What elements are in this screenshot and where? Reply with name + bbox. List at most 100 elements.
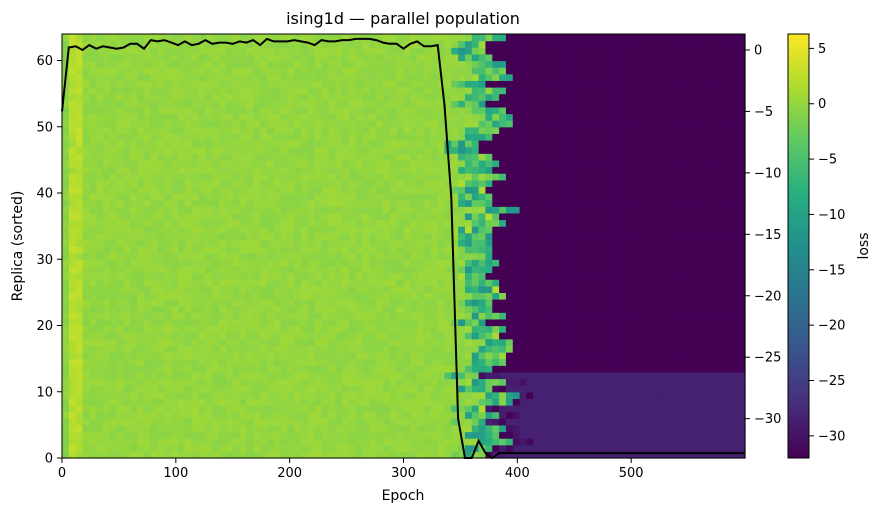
heatmap-cell [396, 325, 405, 333]
heatmap-cell [164, 358, 172, 366]
heatmap-cell [642, 318, 650, 327]
heatmap-cell [451, 166, 459, 174]
heatmap-cell [205, 166, 213, 174]
heatmap-cell [362, 265, 370, 274]
heatmap-cell [89, 173, 97, 181]
heatmap-cell [499, 451, 507, 459]
heatmap-cell [321, 318, 329, 327]
heatmap-cell [178, 358, 186, 366]
heatmap-cell [519, 212, 528, 221]
heatmap-cell [294, 345, 302, 353]
heatmap-cell [389, 358, 398, 366]
heatmap-cell [184, 444, 193, 452]
heatmap-cell [178, 133, 186, 141]
heatmap-cell [260, 305, 268, 313]
heatmap-cell [403, 378, 411, 386]
heatmap-cell [157, 232, 166, 240]
heatmap-cell [560, 285, 569, 293]
heatmap-cell [464, 259, 473, 267]
heatmap-cell [191, 411, 200, 419]
heatmap-cell [328, 259, 336, 267]
heatmap-cell [676, 126, 685, 134]
heatmap-cell [526, 252, 534, 260]
heatmap-cell [157, 352, 166, 360]
heatmap-cell [710, 186, 719, 194]
heatmap-cell [150, 265, 159, 274]
heatmap-cell [328, 232, 336, 240]
heatmap-cell [280, 186, 288, 194]
heatmap-cell [464, 173, 473, 181]
heatmap-cell [109, 299, 118, 307]
heatmap-cell [526, 411, 534, 419]
heatmap-cell [540, 133, 548, 141]
heatmap-cell [615, 199, 623, 207]
heatmap-cell [321, 166, 329, 174]
heatmap-cell [444, 431, 452, 439]
heatmap-cell [157, 246, 166, 254]
heatmap-cell [553, 146, 562, 154]
heatmap-cell [724, 391, 732, 399]
heatmap-cell [540, 345, 548, 353]
heatmap-cell [212, 186, 220, 194]
heatmap-cell [342, 206, 350, 214]
heatmap-cell [225, 159, 234, 168]
heatmap-cell [376, 365, 384, 373]
heatmap-cell [683, 431, 691, 439]
heatmap-cell [102, 292, 111, 300]
heatmap-cell [212, 438, 220, 446]
heatmap-cell [540, 272, 548, 280]
heatmap-cell [458, 146, 466, 154]
heatmap-cell [266, 431, 275, 439]
heatmap-cell [601, 345, 609, 353]
heatmap-cell [109, 159, 118, 168]
heatmap-cell [444, 312, 452, 320]
heatmap-cell [89, 199, 97, 207]
heatmap-cell [628, 371, 637, 380]
heatmap-cell [137, 179, 145, 187]
heatmap-cell [335, 345, 343, 353]
heatmap-cell [253, 391, 261, 399]
heatmap-cell [68, 133, 77, 141]
heatmap-cell [403, 444, 411, 452]
heatmap-cell [731, 179, 739, 187]
heatmap-cell [574, 219, 582, 227]
heatmap-cell [383, 352, 391, 360]
heatmap-cell [157, 259, 166, 267]
heatmap-cell [123, 226, 131, 234]
heatmap-cell [519, 371, 528, 380]
heatmap-cell [239, 318, 248, 327]
heatmap-cell [724, 418, 732, 426]
heatmap-cell [656, 219, 664, 227]
heatmap-cell [191, 299, 200, 307]
heatmap-cell [205, 305, 213, 313]
heatmap-cell [622, 239, 630, 247]
heatmap-cell [253, 411, 261, 419]
heatmap-cell [635, 444, 644, 452]
heatmap-cell [731, 265, 739, 274]
heatmap-cell [656, 140, 664, 148]
heatmap-cell [478, 405, 487, 413]
heatmap-cell [301, 418, 309, 426]
heatmap-cell [239, 305, 248, 313]
heatmap-cell [273, 246, 282, 254]
heatmap-cell [225, 318, 234, 327]
heatmap-cell [642, 206, 650, 214]
heatmap-cell [75, 226, 84, 234]
heatmap-cell [540, 444, 548, 452]
heatmap-cell [526, 133, 534, 141]
heatmap-cell [116, 140, 125, 148]
heatmap-cell [492, 173, 500, 181]
heatmap-cell [464, 405, 473, 413]
heatmap-cell [164, 212, 172, 221]
heatmap-cell [560, 305, 569, 313]
heatmap-cell [642, 173, 650, 181]
heatmap-cell [642, 179, 650, 187]
heatmap-cell [717, 338, 726, 346]
heatmap-cell [628, 140, 637, 148]
heatmap-cell [546, 332, 555, 340]
heatmap-cell [738, 299, 746, 307]
heatmap-cell [512, 246, 521, 254]
heatmap-cell [205, 193, 213, 201]
heatmap-cell [676, 352, 685, 360]
heatmap-cell [403, 352, 411, 360]
